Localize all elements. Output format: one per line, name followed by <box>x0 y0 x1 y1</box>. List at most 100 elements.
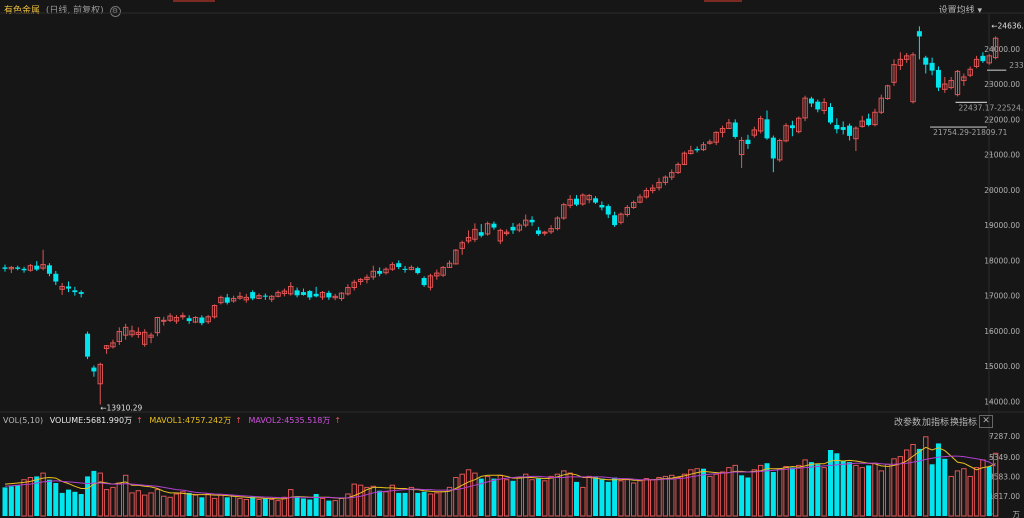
candle-body <box>554 217 561 230</box>
candle-body <box>980 55 986 62</box>
volume-bar <box>808 462 814 516</box>
volume-bar <box>319 497 326 517</box>
candle-body <box>529 219 535 223</box>
volume-bar <box>847 462 853 516</box>
candle-body <box>218 296 224 304</box>
candle-body <box>719 127 726 133</box>
candle-body <box>66 286 71 289</box>
volume-bar <box>789 467 795 516</box>
volume-bar <box>872 462 878 517</box>
volume-bar <box>745 477 751 516</box>
candle-body <box>630 202 637 208</box>
ma-settings-button[interactable]: 设置均线 ▾ <box>938 6 982 16</box>
volume-bar <box>757 464 764 517</box>
volume-bar <box>586 475 592 517</box>
chart-subtitle: (日线, 前复权) <box>45 6 104 16</box>
candle-body <box>453 249 459 265</box>
candle-body <box>186 318 192 322</box>
volume-bar <box>230 495 237 517</box>
gear-icon[interactable]: ⚙ <box>109 6 121 17</box>
candle-body <box>192 316 199 323</box>
volume-header: VOL(5,10) VOLUME:5681.990万 ↑ MAVOL1:4757.… <box>3 416 342 425</box>
volume-bar <box>986 466 992 516</box>
volume-bar <box>415 492 421 516</box>
candle-body <box>122 326 129 336</box>
volume-bar <box>688 469 694 517</box>
candle-body <box>700 144 707 151</box>
candle-body <box>986 55 992 64</box>
volume-bar <box>129 492 135 517</box>
candle-body <box>15 267 21 269</box>
candle-body <box>834 124 840 130</box>
candle-body <box>745 139 751 144</box>
volume-bar <box>21 479 27 517</box>
candle-body <box>110 342 116 348</box>
volume-bar <box>66 489 71 516</box>
volume-bar <box>726 467 732 517</box>
volume-bar <box>593 476 599 516</box>
volume-bar <box>78 494 84 516</box>
candle-body <box>53 273 59 282</box>
candle-body <box>612 215 618 226</box>
candle-body <box>91 367 97 372</box>
volume-bar <box>256 499 262 517</box>
volume-bar <box>313 494 319 516</box>
switch-indicator-button[interactable]: 换指标 <box>950 418 978 428</box>
volume-bar <box>897 456 904 517</box>
candle-body <box>27 265 34 271</box>
y-tick-label: 19000.00 <box>984 221 1020 230</box>
top-tab-marker <box>704 0 742 2</box>
volume-bar <box>199 497 205 516</box>
high-price-label: ←24636.98 <box>991 21 1024 30</box>
volume-bar <box>110 486 116 517</box>
close-icon[interactable]: ✕ <box>979 415 993 428</box>
candle-body <box>421 278 427 286</box>
candle-body <box>180 315 186 318</box>
volume-bar <box>567 472 573 517</box>
volume-bar <box>446 486 453 517</box>
change-params-button[interactable]: 改参数 <box>894 418 922 428</box>
level-line-label: 21754.29-21809.71 <box>933 128 1008 137</box>
add-indicator-button[interactable]: 加指标 <box>922 418 950 428</box>
volume-bar <box>250 496 256 516</box>
volume-bar <box>53 483 59 516</box>
volume-bar <box>465 469 472 517</box>
candle-body <box>275 291 281 297</box>
volume-bar <box>954 470 961 517</box>
candle-body <box>288 285 294 295</box>
candle-body <box>650 187 656 192</box>
candle-body <box>434 272 440 277</box>
candle-body <box>510 226 516 231</box>
volume-bar <box>59 492 65 516</box>
candle-body <box>548 228 554 233</box>
volume-bar <box>484 475 491 517</box>
vol-y-tick-label: 1817.00 <box>989 492 1020 501</box>
candle-body <box>269 295 275 300</box>
candle-body <box>383 268 389 274</box>
vol-y-tick-label: 5349.00 <box>989 453 1020 462</box>
candle-body <box>116 331 122 342</box>
candle-body <box>878 97 884 113</box>
volume-bar <box>389 484 396 517</box>
volume-bar <box>574 481 579 516</box>
candle-body <box>923 57 929 65</box>
candle-body <box>910 54 916 103</box>
volume-bar <box>491 478 497 516</box>
volume-bar <box>300 498 306 516</box>
candle-body <box>866 118 872 125</box>
candle-body <box>34 265 40 270</box>
candle-body <box>516 224 523 231</box>
candle-body <box>440 266 446 276</box>
volume-bar <box>370 485 377 517</box>
volume-bar <box>802 459 808 517</box>
y-tick-label: 21000.00 <box>984 151 1020 160</box>
volume-bar <box>637 480 643 517</box>
candle-body <box>2 267 8 269</box>
volume-bar <box>142 494 148 517</box>
candle-body <box>770 137 776 159</box>
volume-bar <box>243 499 250 517</box>
volume-bar <box>859 467 865 517</box>
volume-bar <box>948 475 954 517</box>
volume-bar <box>224 497 230 516</box>
candle-body <box>637 196 643 203</box>
